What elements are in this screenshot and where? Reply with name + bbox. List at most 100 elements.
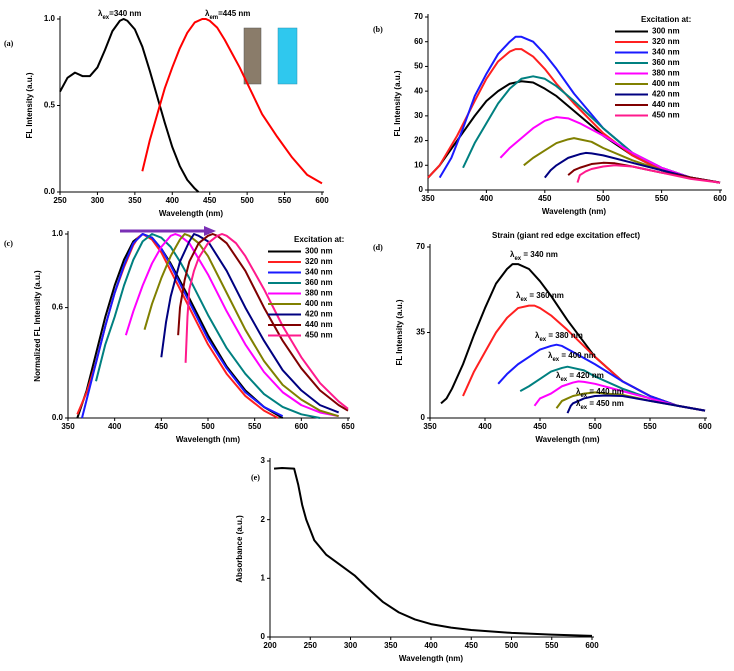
series-line [177,233,349,412]
x-tick-label: 250 [53,196,67,205]
annotation-subscript: ex [539,337,546,343]
x-tick-label: 250 [304,641,318,650]
x-tick-label: 600 [315,196,329,205]
panel-label: (c) [4,239,13,248]
x-tick-label: 500 [201,422,215,431]
x-tick-label: 600 [585,641,599,650]
x-tick-label: 600 [295,422,309,431]
legend-label: 320 nm [652,37,680,46]
x-tick-label: 550 [278,196,292,205]
x-tick-label: 450 [203,196,217,205]
series-line [533,380,706,412]
legend-label: 420 nm [652,90,680,99]
legend-label: 450 nm [652,111,680,120]
y-tick-label: 20 [414,136,423,145]
y-tick-label: 3 [261,456,266,465]
legend-label: 380 nm [652,69,680,78]
annotation-subscript: ex [560,377,567,383]
panel-label: (e) [251,473,260,482]
legend-label: 400 nm [305,299,333,308]
legend-label: 300 nm [305,247,333,256]
x-tick-label: 300 [91,196,105,205]
series-line [544,151,721,184]
x-tick-label: 600 [713,194,727,203]
annotation: λex = 380 nm [535,331,583,342]
y-tick-label: 1.0 [44,14,56,23]
y-axis-label: FL Intensity (a.u.) [25,72,34,138]
y-tick-label: 0 [419,185,424,194]
x-tick-label: 650 [341,422,355,431]
legend-label: 440 nm [305,320,333,329]
series-line [499,116,721,184]
y-axis-label: Absorbance (a.u.) [235,515,244,583]
legend-label: 300 nm [652,27,680,36]
y-tick-label: 70 [414,12,423,21]
series-line [576,164,721,184]
annotation-text: = 450 nm [587,399,624,408]
y-tick-label: 0 [421,413,426,422]
annotation-text: = 340 nm [521,250,558,259]
annotation-text: = 360 nm [527,291,564,300]
y-tick-label: 2 [261,515,266,524]
legend-label: 450 nm [305,331,333,340]
legend-title: Excitation at: [641,15,691,24]
x-tick-label: 400 [108,422,122,431]
x-tick-label: 400 [424,641,438,650]
legend-label: 440 nm [652,100,680,109]
x-tick-label: 350 [128,196,142,205]
axis-frame [269,458,594,638]
y-tick-label: 0 [261,632,266,641]
legend-label: 400 nm [652,79,680,88]
series-line [95,233,321,419]
y-tick-label: 50 [414,62,423,71]
y-tick-label: 1 [261,573,266,582]
x-tick-label: 350 [421,194,435,203]
series-line [497,343,706,412]
y-tick-label: 0.0 [52,413,64,422]
annotation-text: = 440 nm [587,387,624,396]
y-tick-label: 30 [414,111,423,120]
legend-label: 360 nm [652,58,680,67]
legend-label: 320 nm [305,257,333,266]
x-tick-label: 450 [465,641,479,650]
chart-title: Strain (giant red edge excitation effect… [492,231,640,240]
x-tick-label: 450 [533,422,547,431]
x-tick-label: 500 [505,641,519,650]
annotation-subscript: ex [552,357,559,363]
annotation-symbol: λ [205,9,210,18]
legend-label: 340 nm [305,268,333,277]
x-tick-label: 600 [698,422,712,431]
annotation-text: =340 nm [109,9,141,18]
y-axis-label: FL Intensity (a.u.) [393,70,402,136]
panel-label: (b) [373,25,383,34]
panel-label: (a) [4,39,14,48]
annotation-symbol: λ [548,351,553,360]
annotation: λex = 360 nm [516,291,564,302]
cuvette-image-daylight [243,27,262,85]
x-tick-label: 350 [384,641,398,650]
x-tick-label: 500 [588,422,602,431]
y-tick-label: 70 [416,242,425,251]
x-tick-label: 350 [423,422,437,431]
x-axis-label: Wavelength (nm) [159,209,223,218]
annotation-symbol: λ [556,371,561,380]
x-tick-label: 450 [155,422,169,431]
annotation-symbol: λ [98,9,103,18]
annotation-subscript: ex [520,297,527,303]
annotation-symbol: λ [510,250,515,259]
x-axis-label: Wavelength (nm) [176,435,240,444]
panel-label: (d) [373,243,383,252]
annotation: λex = 450 nm [576,399,624,410]
x-tick-label: 550 [655,194,669,203]
x-tick-label: 400 [480,194,494,203]
annotation-symbol: λ [535,331,540,340]
x-axis-label: Wavelength (nm) [542,207,606,216]
x-tick-label: 500 [240,196,254,205]
annotation-text: = 400 nm [559,351,596,360]
y-axis-label: FL Intensity (a.u.) [395,299,404,365]
series-line [81,233,284,419]
annotation-symbol: λ [516,291,521,300]
series-line [160,233,340,414]
x-tick-label: 200 [263,641,277,650]
x-tick-label: 550 [248,422,262,431]
